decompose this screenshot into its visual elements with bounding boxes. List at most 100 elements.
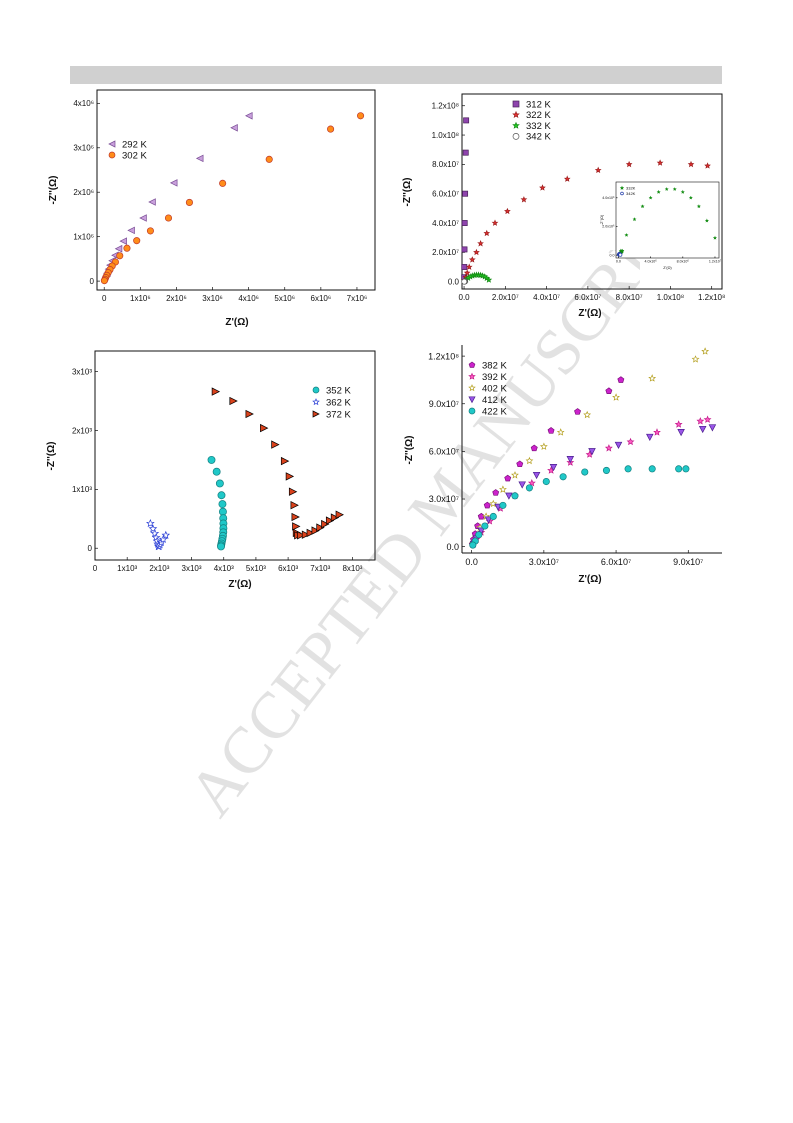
legend-marker bbox=[468, 372, 476, 380]
data-point bbox=[158, 534, 168, 544]
data-point bbox=[290, 501, 299, 510]
data-point bbox=[583, 410, 592, 419]
data-point bbox=[260, 423, 269, 433]
data-point bbox=[539, 184, 546, 191]
data-point bbox=[646, 433, 654, 442]
data-point bbox=[588, 448, 596, 456]
series-332-k bbox=[461, 271, 493, 285]
y-tick-label: 2.0x10⁶ bbox=[602, 225, 615, 229]
data-point bbox=[327, 125, 335, 133]
x-tick-label: 6.0x10⁷ bbox=[574, 293, 601, 302]
data-point bbox=[462, 190, 469, 197]
legend-marker bbox=[512, 100, 520, 108]
chart-panel-3: 0 1x10³ 2x10³ 3x10³ 4x10³ 5x10³ 6x10³ 7x10³ 8x10… bbox=[46, 350, 376, 590]
data-point bbox=[625, 160, 633, 168]
y-axis-label: -Z''(Ω) bbox=[404, 436, 415, 465]
legend-marker bbox=[468, 396, 476, 404]
plot-frame bbox=[615, 181, 720, 259]
header-bar bbox=[70, 66, 722, 84]
inset-legend-marker bbox=[620, 191, 624, 196]
legend-label: 412 K bbox=[482, 395, 507, 406]
legend-marker bbox=[468, 361, 476, 368]
inset-data-point bbox=[618, 252, 623, 257]
data-point bbox=[483, 501, 491, 509]
data-point bbox=[532, 471, 541, 480]
data-point bbox=[116, 252, 124, 260]
x-tick-label: 4.0x10⁶ bbox=[644, 260, 657, 264]
data-point bbox=[499, 501, 507, 509]
y-tick-label: 0.0 bbox=[448, 277, 460, 286]
x-tick-label: 2.0x10⁷ bbox=[492, 293, 519, 302]
y-tick-label: 6.0x10⁷ bbox=[429, 447, 459, 457]
data-point bbox=[574, 408, 582, 415]
chart-panel-4: 0.0 3.0x10⁷ 6.0x10⁷ 9.0x10⁷ 0.0 3.0x10⁷ 6.0x10… bbox=[404, 345, 722, 585]
y-tick-label: 3x10⁶ bbox=[73, 144, 94, 153]
series-422-k bbox=[469, 465, 690, 549]
x-tick-label: 0.0 bbox=[465, 557, 478, 567]
legend-marker bbox=[108, 140, 116, 148]
inset-data-point bbox=[620, 248, 625, 253]
data-point bbox=[559, 473, 567, 481]
data-point bbox=[245, 112, 253, 120]
data-point bbox=[461, 246, 468, 253]
data-point bbox=[219, 179, 227, 187]
data-point bbox=[146, 227, 154, 235]
legend-label: 312 K bbox=[526, 99, 551, 110]
data-point bbox=[316, 523, 325, 532]
data-point bbox=[594, 166, 602, 174]
data-point bbox=[217, 542, 225, 551]
data-point bbox=[511, 471, 519, 479]
data-point bbox=[617, 376, 625, 383]
x-axis-label: Z'(Ω) bbox=[578, 308, 601, 319]
legend-marker bbox=[468, 384, 476, 392]
legend-label: 402 K bbox=[482, 383, 507, 394]
legend-label: 392 K bbox=[482, 372, 507, 383]
y-axis-label: -Z''(Ω) bbox=[46, 442, 57, 471]
data-point bbox=[230, 124, 238, 132]
data-point bbox=[265, 155, 273, 163]
data-point bbox=[148, 198, 156, 206]
x-tick-label: 8.0x10⁷ bbox=[616, 293, 643, 302]
y-tick-label: 1.2x10⁸ bbox=[428, 351, 459, 361]
series-412-k bbox=[469, 424, 717, 549]
data-point bbox=[499, 485, 507, 493]
data-point bbox=[489, 499, 498, 508]
data-point bbox=[473, 248, 480, 256]
inset-y-axis-label: -Z''(Ω) bbox=[600, 214, 604, 225]
inset-data-point bbox=[664, 187, 669, 191]
y-tick-label: 8.0x10⁷ bbox=[432, 160, 459, 169]
data-point bbox=[330, 513, 340, 522]
data-point bbox=[696, 417, 705, 425]
inset-background bbox=[616, 182, 719, 258]
inset-data-point bbox=[704, 218, 710, 223]
x-tick-label: 0 bbox=[93, 564, 98, 573]
legend-marker bbox=[312, 386, 320, 394]
data-point bbox=[675, 465, 683, 473]
x-tick-label: 9.0x10⁷ bbox=[673, 557, 703, 567]
data-point bbox=[542, 477, 550, 486]
legend-label: 382 K bbox=[482, 360, 507, 371]
legend-marker bbox=[312, 398, 320, 406]
x-tick-label: 4x10³ bbox=[214, 564, 234, 573]
series-342-k bbox=[461, 278, 469, 285]
data-point bbox=[461, 278, 468, 285]
x-tick-label: 3.0x10⁷ bbox=[529, 557, 559, 567]
inset-legend-marker bbox=[619, 185, 625, 190]
legend-label: 372 K bbox=[326, 409, 351, 420]
data-point bbox=[468, 256, 476, 263]
data-point bbox=[539, 442, 548, 450]
y-tick-label: 0 bbox=[88, 544, 93, 553]
data-point bbox=[691, 355, 700, 363]
legend-label: 302 K bbox=[122, 150, 147, 161]
data-point bbox=[469, 541, 477, 549]
data-point bbox=[477, 527, 486, 535]
x-tick-label: 1x10³ bbox=[117, 564, 137, 573]
x-axis-label: Z'(Ω) bbox=[578, 574, 601, 585]
y-tick-label: 1.0x10⁸ bbox=[432, 131, 459, 140]
data-point bbox=[624, 465, 632, 473]
data-point bbox=[114, 244, 123, 253]
data-point bbox=[518, 481, 526, 489]
data-point bbox=[207, 455, 216, 464]
x-tick-label: 0.0 bbox=[616, 260, 621, 264]
data-point bbox=[215, 479, 224, 488]
